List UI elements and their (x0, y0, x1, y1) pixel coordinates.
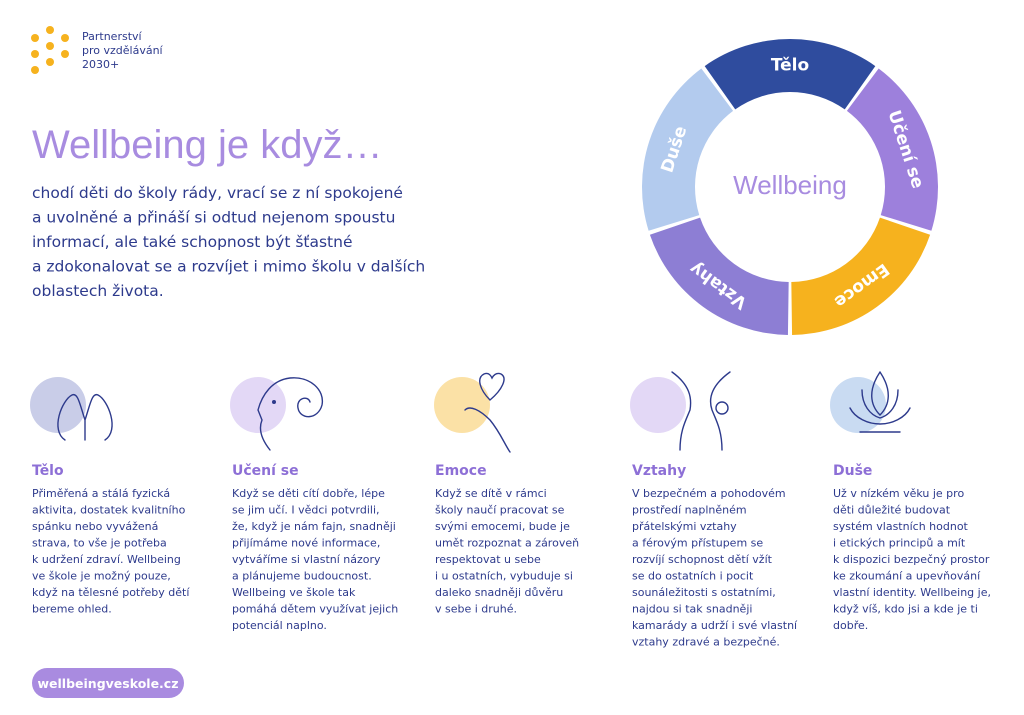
column-title: Učení se (232, 463, 299, 479)
column-text: Když se dítě v rámci (435, 487, 547, 500)
icon-emoce (434, 372, 511, 453)
icon-vztahy (630, 371, 731, 451)
footer-link[interactable]: wellbeingveskole.cz (38, 676, 179, 691)
wheel-label: Tělo (771, 56, 809, 76)
column-text: potenciál naplno. (232, 619, 327, 632)
wheel-segment (791, 217, 931, 335)
column-title: Tělo (32, 463, 64, 479)
column-text: k dispozici bezpečný prostor (833, 553, 990, 566)
column-text: vlastní identity. Wellbeing je, (833, 586, 991, 599)
icon-telo (30, 377, 113, 441)
wheel-segment (704, 38, 876, 110)
column-text: že, když je nám fajn, snadněji (232, 520, 396, 533)
intro-line: chodí děti do školy rády, vrací se z ní … (32, 184, 403, 202)
column-text: dobře. (833, 619, 868, 632)
intro-line: oblastech života. (32, 282, 164, 300)
column-text: sounáležitosti s ostatními, (632, 586, 776, 599)
logo-dots (31, 26, 69, 74)
column-text: kamarády a udrží i své vlastní (632, 619, 798, 632)
intro-line: informací, ale také schopnost být šťastn… (32, 233, 353, 251)
footer-pill (32, 668, 184, 698)
column-title: Emoce (435, 463, 487, 479)
column-text: Přiměřená a stálá fyzická (32, 487, 170, 500)
intro-line: a zdokonalovat se a rozvíjet i mimo škol… (32, 258, 425, 276)
column-text: když na tělesné potřeby dětí (32, 586, 190, 599)
column-text: svými emocemi, bude je (435, 520, 570, 533)
column-text: prostředí naplněném (632, 504, 747, 517)
title: Wellbeing je když… (32, 123, 383, 167)
intro-line: a uvolněné a přináší si odtud nejenom sp… (32, 209, 395, 227)
wheel-center: Wellbeing (733, 170, 847, 200)
column-text: vztahy zdravé a bezpečné. (632, 636, 780, 649)
logo-line: pro vzdělávání (82, 44, 164, 57)
icon-duse (830, 371, 911, 433)
column-text: Už v nízkém věku je pro (833, 487, 964, 500)
column-text: a plánujeme budoucnost. (232, 570, 372, 583)
column-text: k udržení zdraví. Wellbeing (32, 553, 181, 566)
column-text: daleko snadněji důvěru (435, 586, 563, 599)
column-title: Duše (833, 463, 872, 479)
column-text: najdou si tak snadněji (632, 603, 752, 616)
column-text: v sebe i druhé. (435, 603, 517, 616)
column-text: Wellbeing ve škole tak (232, 586, 356, 599)
wheel-segment (649, 217, 789, 335)
column-text: V bezpečném a pohodovém (632, 487, 786, 500)
column-text: ke zkoumání a upevňování (833, 570, 981, 583)
column-text: aktivita, dostatek kvalitního (32, 504, 186, 517)
column-text: i u ostatních, vybuduje si (435, 570, 573, 583)
column-text: se do ostatních i pocit (632, 570, 754, 583)
logo-line: 2030+ (82, 58, 119, 71)
column-text: systém vlastních hodnot (833, 520, 969, 533)
column-text: školy naučí pracovat se (435, 504, 565, 517)
column-text: spánku nebo vyvážená (32, 520, 158, 533)
wheel-segment (846, 68, 939, 231)
column-text: se jim učí. I vědci potvrdili, (232, 504, 380, 517)
column-text: vytváříme si vlastní názory (232, 553, 381, 566)
column-text: když víš, kdo jsi a kde je ti (833, 603, 978, 616)
column-text: rozvíjí schopnost dětí vžít (632, 553, 773, 566)
column-text: respektovat u sebe (435, 553, 541, 566)
logo-line: Partnerství (82, 30, 143, 43)
column-text: ve škole je možný pouze, (32, 570, 171, 583)
column-text: bereme ohled. (32, 603, 112, 616)
column-text: přátelskými vztahy (632, 520, 737, 533)
column-text: a férovým přístupem se (632, 537, 763, 550)
wheel-segment (642, 68, 734, 231)
column-title: Vztahy (632, 463, 686, 479)
column-text: pomáhá dětem využívat jejich (232, 603, 398, 616)
column-text: přijímáme nové informace, (232, 537, 380, 550)
column-text: umět rozpoznat a zároveň (435, 537, 579, 550)
icon-uceni (230, 377, 324, 451)
column-text: strava, to vše je potřeba (32, 537, 167, 550)
column-text: Když se děti cítí dobře, lépe (232, 487, 385, 500)
column-text: i etických principů a mít (833, 537, 966, 550)
column-text: děti důležité budovat (833, 504, 951, 517)
